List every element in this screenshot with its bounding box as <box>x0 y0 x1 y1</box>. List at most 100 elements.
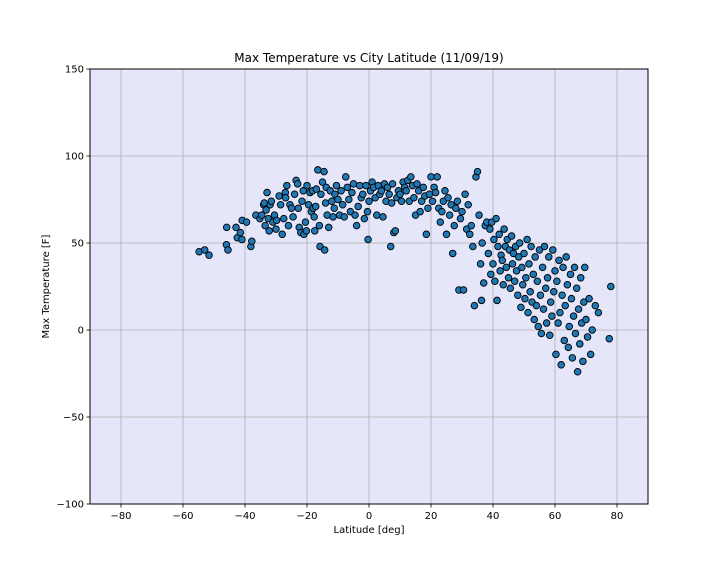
y-axis-label: Max Temperature [F] <box>41 234 52 338</box>
data-point <box>496 267 504 275</box>
data-point <box>525 260 533 268</box>
data-point <box>492 214 500 223</box>
data-point <box>452 204 460 212</box>
data-point <box>377 187 386 195</box>
data-point <box>560 336 569 345</box>
data-point <box>413 180 421 188</box>
data-point <box>315 221 324 230</box>
data-point <box>425 190 434 199</box>
data-point <box>280 214 288 223</box>
data-point <box>534 322 543 331</box>
data-point <box>428 197 437 205</box>
data-point <box>283 181 291 190</box>
data-point <box>576 274 585 282</box>
data-point <box>262 206 270 214</box>
data-point <box>567 294 576 303</box>
data-point <box>276 200 285 209</box>
data-point <box>337 187 345 195</box>
data-point <box>557 361 565 369</box>
data-point <box>520 249 528 258</box>
data-point <box>565 322 574 331</box>
data-point <box>530 315 538 324</box>
x-axis-label: Latitude [deg] <box>334 525 405 536</box>
data-point <box>500 225 508 233</box>
data-point <box>580 298 588 306</box>
x-tick-label: 40 <box>487 511 500 522</box>
data-point <box>284 221 293 230</box>
data-point <box>489 260 497 268</box>
x-tick-label: 60 <box>549 511 562 522</box>
data-point <box>490 235 498 244</box>
data-point <box>554 319 562 327</box>
data-point <box>200 246 209 254</box>
data-point <box>531 253 539 261</box>
data-point <box>461 190 469 199</box>
data-point <box>362 181 370 190</box>
data-point <box>248 237 256 246</box>
data-point <box>559 263 567 272</box>
data-point <box>351 211 359 219</box>
data-point <box>524 308 532 317</box>
data-point <box>442 230 451 239</box>
data-point <box>579 357 587 366</box>
data-point <box>263 188 271 197</box>
data-point <box>558 291 566 299</box>
data-point <box>572 284 581 292</box>
data-point <box>317 190 325 199</box>
data-point <box>491 277 499 286</box>
data-point <box>416 207 424 216</box>
data-point <box>391 227 400 235</box>
data-point <box>329 213 337 221</box>
data-point <box>548 312 556 320</box>
data-point <box>396 190 404 199</box>
data-point <box>236 228 245 237</box>
data-point <box>205 251 213 259</box>
data-point <box>493 296 501 305</box>
data-point <box>379 213 387 221</box>
data-point <box>478 239 486 247</box>
data-point <box>299 187 308 195</box>
data-point <box>272 225 280 233</box>
data-point <box>583 333 592 341</box>
data-point <box>311 202 320 211</box>
data-point <box>298 197 306 205</box>
x-tick-label: −40 <box>234 511 255 522</box>
data-point <box>487 270 495 279</box>
data-point <box>433 173 441 181</box>
data-point <box>450 221 459 230</box>
data-point <box>569 312 578 320</box>
data-point <box>506 284 515 292</box>
data-point <box>562 253 570 261</box>
data-point <box>431 188 440 197</box>
data-point <box>521 294 529 303</box>
data-point <box>469 242 477 251</box>
data-point <box>588 326 596 334</box>
data-point <box>360 214 369 223</box>
chart-title: Max Temperature vs City Latitude (11/09/… <box>234 51 503 65</box>
data-point <box>459 286 468 294</box>
data-point <box>537 329 546 338</box>
data-point <box>311 227 319 235</box>
data-point <box>422 230 431 239</box>
data-point <box>324 223 333 232</box>
data-point <box>479 279 488 287</box>
data-point <box>257 211 266 219</box>
data-point <box>386 242 395 251</box>
data-point <box>343 183 352 192</box>
data-point <box>290 190 299 199</box>
data-point <box>529 270 538 279</box>
data-point <box>576 340 584 348</box>
data-point <box>536 291 545 299</box>
data-point <box>533 277 542 286</box>
data-point <box>222 223 231 232</box>
data-point <box>514 291 522 299</box>
data-point <box>498 256 507 265</box>
data-point <box>383 183 392 192</box>
data-point <box>410 194 418 202</box>
data-point <box>352 221 361 230</box>
data-point <box>275 192 283 200</box>
data-point <box>402 187 410 195</box>
data-point <box>555 256 563 265</box>
data-point <box>441 187 449 195</box>
